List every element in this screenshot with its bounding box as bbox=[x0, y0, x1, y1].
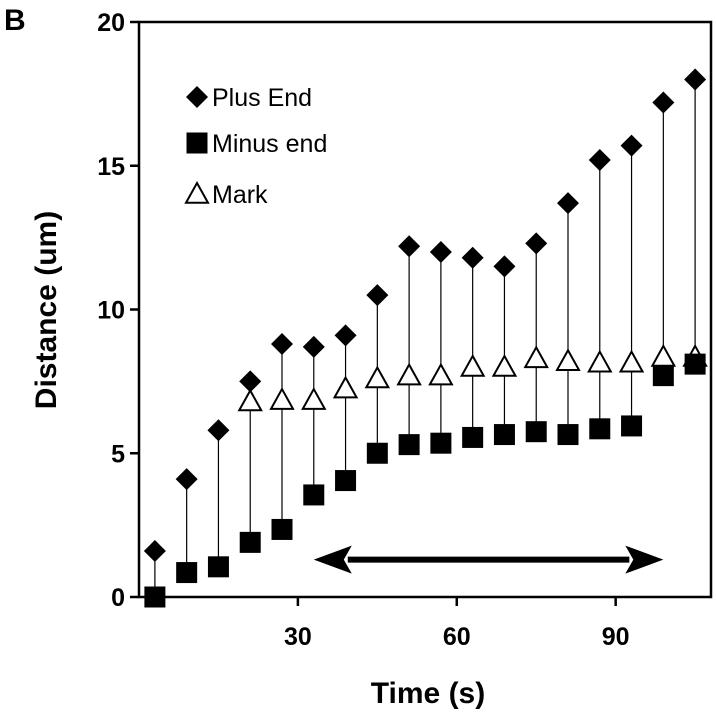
plus-end-point bbox=[239, 370, 262, 393]
mark-point bbox=[618, 349, 645, 373]
minus-end-point bbox=[366, 442, 388, 464]
plus-end-point bbox=[143, 540, 166, 562]
minus-end-point bbox=[398, 434, 420, 456]
mark-point bbox=[491, 353, 518, 377]
y-tick-label: 0 bbox=[111, 584, 125, 612]
minus-end-point bbox=[621, 415, 643, 437]
mark-point bbox=[364, 365, 391, 389]
x-tick-label: 90 bbox=[602, 623, 630, 651]
mark-point bbox=[650, 343, 677, 367]
plus-end-point bbox=[398, 235, 421, 258]
legend-label: Minus end bbox=[212, 130, 327, 158]
minus-end-point bbox=[144, 586, 166, 608]
mark-point bbox=[237, 388, 263, 412]
minus-end-point bbox=[430, 432, 452, 454]
arrow-head-right bbox=[625, 545, 664, 574]
legend-label: Mark bbox=[212, 181, 268, 209]
minus-end-point bbox=[303, 484, 325, 506]
minus-end-point bbox=[271, 518, 293, 540]
plus-end-point bbox=[525, 232, 548, 255]
mark-point bbox=[396, 362, 422, 386]
plus-end-point bbox=[302, 335, 325, 358]
plus-end-point bbox=[461, 246, 484, 269]
mark-point bbox=[269, 387, 295, 410]
y-tick-label: 15 bbox=[97, 153, 125, 181]
minus-end-point bbox=[493, 424, 515, 446]
plus-end-point bbox=[207, 419, 230, 442]
plus-end-point bbox=[652, 91, 675, 114]
mark-point bbox=[523, 345, 549, 369]
mark-point bbox=[332, 375, 359, 399]
plus-end-point bbox=[271, 333, 293, 355]
minus-end-point bbox=[557, 424, 579, 446]
y-axis-title: Distance (um) bbox=[30, 211, 63, 409]
mark-point bbox=[587, 349, 613, 373]
minus-end-point bbox=[589, 418, 611, 440]
mark-point bbox=[459, 353, 486, 377]
plus-end-point bbox=[557, 192, 579, 215]
y-tick-label: 5 bbox=[111, 440, 125, 468]
plus-end-point bbox=[334, 324, 357, 347]
panel-letter: B bbox=[4, 4, 26, 37]
minus-end-point bbox=[239, 531, 261, 553]
legend-marker bbox=[186, 86, 208, 108]
legend-label: Plus End bbox=[212, 84, 312, 112]
minus-end-point bbox=[176, 562, 198, 584]
mark-point bbox=[301, 387, 327, 410]
plus-end-point bbox=[620, 134, 643, 157]
minus-end-point bbox=[335, 470, 357, 492]
legend-marker bbox=[184, 180, 210, 204]
plus-end-point bbox=[175, 468, 198, 491]
legend-marker bbox=[186, 132, 208, 154]
minus-end-point bbox=[525, 421, 547, 443]
minus-end-point bbox=[652, 365, 674, 387]
x-tick-label: 60 bbox=[443, 623, 471, 651]
x-tick-label: 30 bbox=[284, 623, 312, 651]
plus-end-point bbox=[684, 68, 707, 91]
mark-point bbox=[555, 348, 581, 372]
x-axis-title: Time (s) bbox=[371, 677, 485, 710]
arrow-head-left bbox=[313, 545, 352, 574]
minus-end-point bbox=[462, 426, 484, 448]
plot-area: 0 5 10 15 20 30 60 90 Plus End Minus end Mark bbox=[97, 9, 713, 651]
minus-end-point bbox=[207, 556, 229, 578]
minus-end-point bbox=[684, 353, 706, 375]
mark-point bbox=[428, 362, 454, 386]
plus-end-point bbox=[429, 241, 452, 263]
plus-end-point bbox=[493, 255, 516, 278]
plus-end-point bbox=[366, 284, 389, 307]
y-tick-label: 20 bbox=[97, 9, 125, 37]
plus-end-point bbox=[588, 149, 611, 171]
y-tick-label: 10 bbox=[97, 297, 125, 325]
